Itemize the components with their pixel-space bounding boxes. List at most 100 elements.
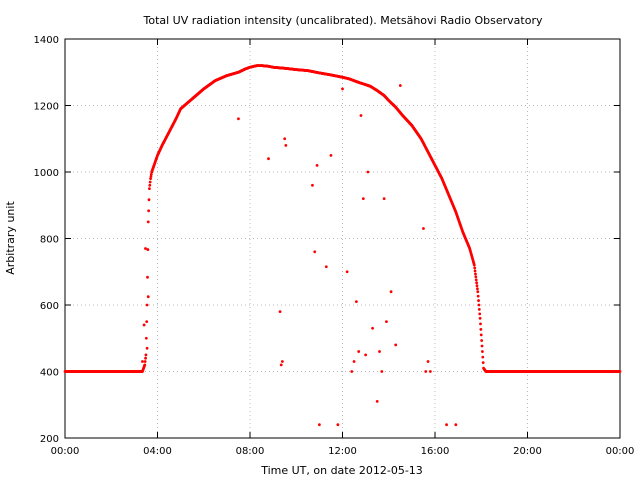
grid <box>65 39 620 438</box>
data-point <box>472 263 476 267</box>
y-tick-label: 200 <box>40 434 59 445</box>
data-point <box>480 339 484 342</box>
x-tick-label: 12:00 <box>328 446 357 457</box>
plot-frame <box>64 38 621 439</box>
outlier-point <box>315 163 319 167</box>
outlier-point <box>345 270 349 274</box>
outlier-point <box>389 290 393 294</box>
y-axis-label: Arbitrary unit <box>4 201 17 275</box>
outlier-point <box>267 157 270 161</box>
data-point <box>149 172 153 176</box>
data-point <box>481 355 485 359</box>
data-point <box>476 287 479 291</box>
outlier-point <box>278 310 282 314</box>
data-point <box>146 248 150 251</box>
data-point <box>477 303 481 307</box>
outlier-point <box>375 400 379 403</box>
outlier-point <box>398 84 402 87</box>
y-tick-label: 600 <box>40 301 59 312</box>
outlier-point <box>426 360 430 363</box>
outlier-point <box>311 183 314 187</box>
outlier-point <box>364 353 368 357</box>
outlier-point <box>394 343 398 347</box>
data-point <box>475 284 479 288</box>
data-point <box>476 294 480 298</box>
outlier-point <box>317 423 321 427</box>
data-point <box>147 209 151 213</box>
outlier-point <box>341 87 344 91</box>
data-point <box>478 316 482 320</box>
data-point <box>474 278 478 282</box>
outlier-point <box>146 295 150 299</box>
data-point <box>147 198 151 202</box>
chart-title: Total UV radiation intensity (uncalibrat… <box>143 14 543 27</box>
data-point <box>145 303 149 307</box>
outlier-point <box>371 326 374 330</box>
outlier-point <box>445 423 448 427</box>
data-point <box>144 336 148 340</box>
data-point <box>479 333 483 337</box>
data-point <box>148 180 152 184</box>
data-point <box>475 281 479 285</box>
data-point <box>144 356 147 360</box>
outlier-point <box>357 350 361 353</box>
data-point <box>146 220 150 224</box>
data-point <box>148 187 151 191</box>
data-point <box>476 290 480 294</box>
outlier-point <box>424 370 428 373</box>
data-point <box>146 275 149 279</box>
outlier-point <box>359 114 363 117</box>
y-tick-label: 1000 <box>34 168 59 179</box>
outlier-point <box>279 363 283 367</box>
outlier-point <box>336 423 340 427</box>
outlier-point <box>141 360 144 363</box>
data-point <box>479 322 482 326</box>
data-point <box>474 272 477 276</box>
outlier-point <box>422 227 425 230</box>
x-tick-label: 00:00 <box>606 446 635 457</box>
data-point <box>478 312 482 316</box>
outlier-point <box>237 117 240 121</box>
data-point <box>149 177 152 181</box>
data-point <box>145 320 149 324</box>
outlier-point <box>145 346 149 350</box>
y-tick-label: 400 <box>40 368 59 379</box>
data-point <box>477 299 480 302</box>
outlier-point <box>385 320 388 324</box>
data-point <box>618 370 622 373</box>
data-point <box>144 353 148 357</box>
x-tick-label: 16:00 <box>421 446 450 457</box>
data-point <box>481 350 484 353</box>
outlier-point <box>354 300 358 304</box>
outlier-point <box>283 137 287 141</box>
data-point <box>480 344 484 348</box>
data-point <box>474 275 478 279</box>
y-tick-label: 800 <box>40 235 59 246</box>
data-point <box>143 360 147 363</box>
ticks: 00:00 04:00 08:00 12:00 16:00 20:00 00:0020040… <box>34 35 635 457</box>
x-axis-label: Time UT, on date 2012-05-13 <box>260 464 423 477</box>
outlier-point <box>329 153 333 157</box>
y-tick-label: 1400 <box>34 35 59 46</box>
outlier-point <box>142 323 146 327</box>
y-tick-label: 1200 <box>34 102 59 113</box>
x-tick-label: 08:00 <box>236 446 265 457</box>
data-point <box>477 308 481 311</box>
x-tick-label: 00:00 <box>51 446 80 457</box>
outlier-point <box>382 197 386 201</box>
data-point <box>473 269 477 273</box>
outlier-point <box>284 144 288 147</box>
data-point <box>473 266 477 270</box>
outlier-point <box>350 370 354 373</box>
data-point <box>479 327 483 331</box>
data-point <box>148 183 152 187</box>
outlier-point <box>361 197 365 201</box>
outlier-point <box>454 423 458 427</box>
outlier-point <box>428 370 432 373</box>
outlier-point <box>366 170 370 174</box>
outlier-point <box>324 265 328 269</box>
outlier-point <box>280 360 284 363</box>
data-point <box>143 363 147 367</box>
outlier-point <box>378 350 381 353</box>
